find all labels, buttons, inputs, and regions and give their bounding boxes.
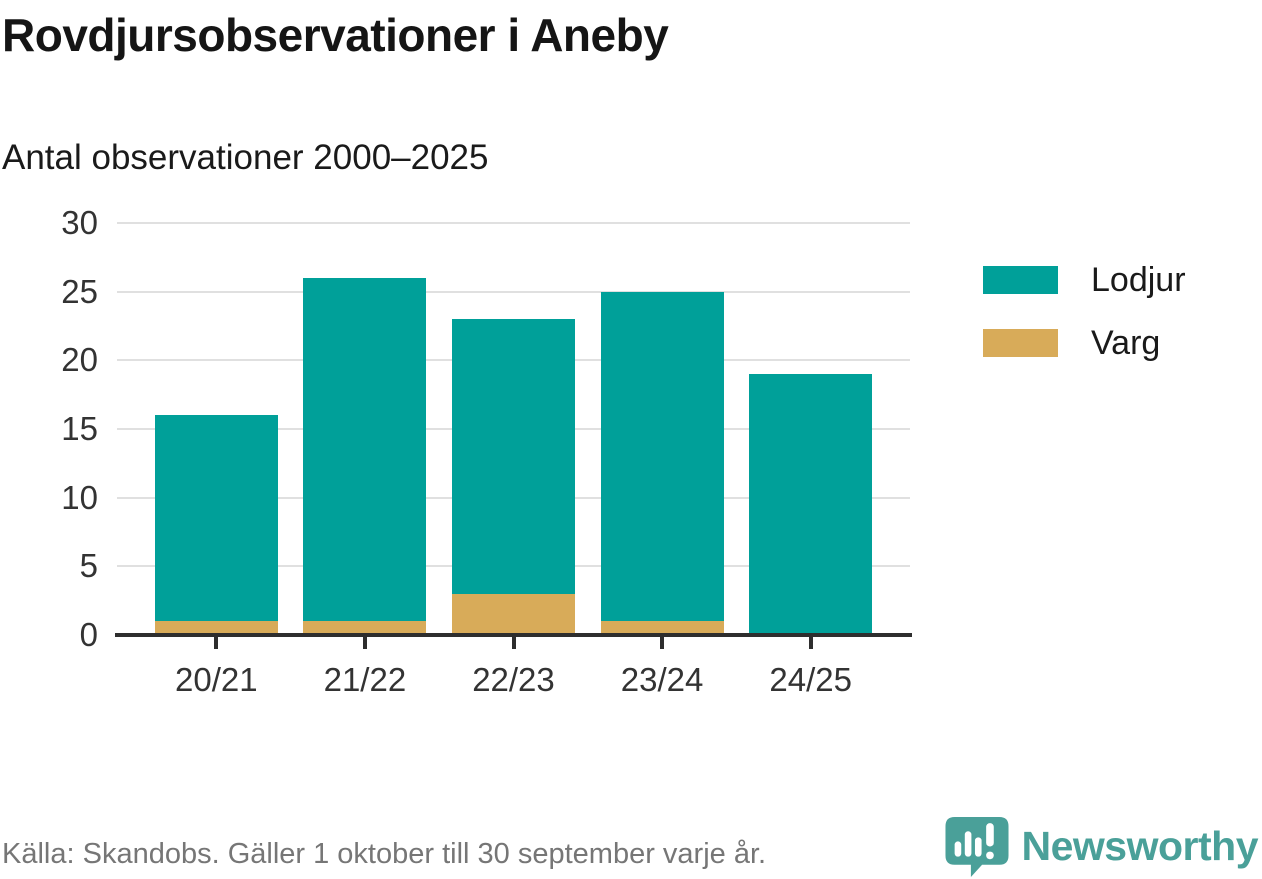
lodjur-color-swatch	[983, 266, 1058, 294]
y-axis-tick-label: 30	[61, 204, 98, 241]
gridline	[117, 290, 910, 293]
x-axis-tick-label: 24/25	[769, 661, 852, 698]
bar-segment-lodjur	[749, 374, 873, 635]
chart-subtitle: Antal observationer 2000–2025	[2, 138, 489, 177]
y-axis-tick-label: 5	[79, 547, 98, 585]
x-axis-tick-label: 20/21	[175, 661, 258, 698]
x-axis-tick	[362, 637, 367, 649]
x-axis-tick	[214, 637, 219, 649]
x-axis-tick	[660, 637, 665, 649]
gridline	[117, 222, 910, 224]
x-axis-tick	[511, 637, 516, 649]
legend: Lodjur Varg	[983, 263, 1186, 360]
x-axis-tick	[808, 637, 813, 649]
bar-segment-lodjur	[452, 319, 575, 594]
source-note: Källa: Skandobs. Gäller 1 oktober till 3…	[2, 838, 767, 870]
y-axis-tick-label: 0	[79, 616, 98, 653]
bar-segment-lodjur	[303, 277, 427, 622]
y-axis-tick-label: 15	[61, 410, 98, 447]
chart-title: Rovdjursobservationer i Aneby	[2, 9, 669, 61]
y-axis-tick-label: 20	[61, 341, 98, 379]
varg-color-swatch	[983, 329, 1058, 357]
bar-segment-varg	[303, 621, 427, 635]
plot-area: 0 5 10 15 20 25 30 20/21 21/22 22/23 23/24 24/25	[61, 204, 912, 698]
bar-segment-varg	[452, 593, 575, 635]
footer: Källa: Skandobs. Gäller 1 oktober till 3…	[0, 813, 1262, 879]
bar-segment-lodjur	[600, 291, 724, 622]
y-axis-tick-label: 10	[61, 478, 98, 516]
legend-item-varg: Varg	[983, 326, 1186, 360]
bar-segment-varg	[154, 621, 278, 635]
newsworthy-chart-bubble-icon	[944, 817, 1009, 877]
x-axis-tick-label: 23/24	[620, 661, 704, 698]
x-axis-tick-label: 22/23	[472, 661, 555, 698]
legend-item-lodjur: Lodjur	[983, 263, 1186, 297]
newsworthy-wordmark: Newsworthy	[1021, 823, 1259, 869]
newsworthy-logo: Newsworthy	[944, 816, 1259, 877]
bar-segment-lodjur	[154, 415, 278, 622]
y-axis-tick-label: 25	[61, 272, 98, 310]
bar-segment-varg	[600, 621, 724, 635]
legend-label-lodjur: Lodjur	[1091, 261, 1186, 299]
x-axis-line	[115, 633, 912, 637]
x-axis-tick-label: 21/22	[323, 661, 407, 698]
legend-label-varg: Varg	[1091, 324, 1161, 362]
